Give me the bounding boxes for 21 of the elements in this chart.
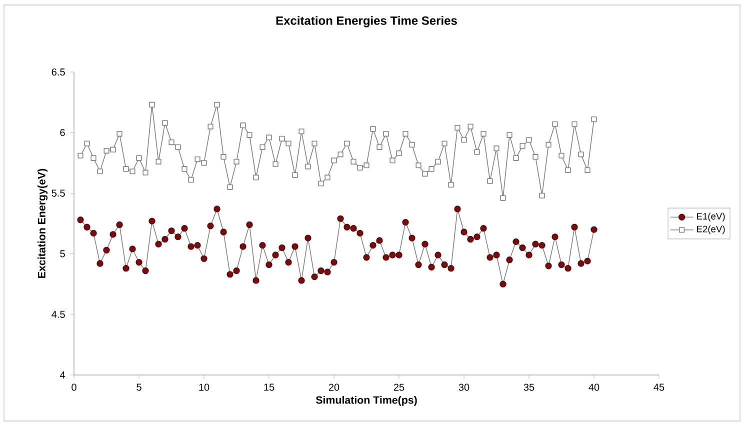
- x-tick-label: 15: [264, 384, 274, 391]
- x-tick-label: 0: [72, 384, 76, 391]
- y-axis-title: Excitation Energy(eV): [38, 168, 48, 278]
- x-tick-label: 25: [394, 384, 404, 391]
- x-tick-label: 5: [136, 384, 142, 391]
- x-tick-label: 45: [654, 384, 664, 391]
- x-tick-label: 30: [458, 384, 470, 391]
- x-tick-label: 40: [588, 384, 600, 391]
- legend-label: E2(eV): [697, 226, 725, 234]
- x-tick-label: 10: [199, 384, 210, 391]
- x-axis-title: Simulation Time(ps): [316, 396, 417, 406]
- y-tick-label: 6.5: [52, 68, 65, 76]
- y-tick-label: 4.5: [52, 310, 65, 318]
- y-tick-label: 5: [60, 250, 65, 258]
- y-tick-label: 6: [60, 129, 65, 136]
- legend-label: E1(eV): [697, 212, 725, 222]
- chart-title: Excitation Energies Time Series: [276, 16, 457, 28]
- x-tick-label: 35: [524, 384, 534, 391]
- x-tick-label: 20: [328, 384, 340, 391]
- y-tick-label: 4: [60, 372, 65, 378]
- y-tick-label: 5.5: [52, 190, 65, 197]
